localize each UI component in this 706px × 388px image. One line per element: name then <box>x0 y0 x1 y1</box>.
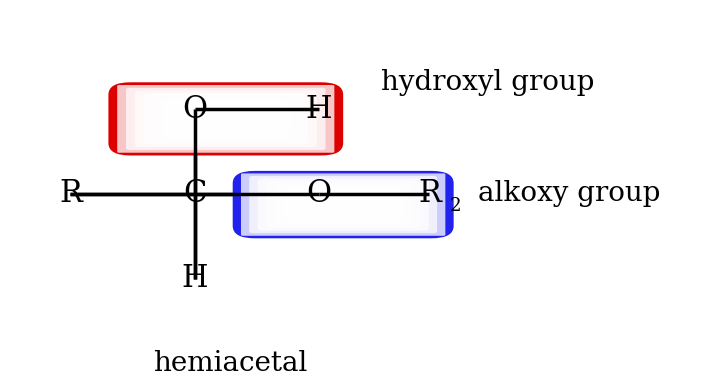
FancyBboxPatch shape <box>179 104 273 133</box>
FancyBboxPatch shape <box>249 176 437 233</box>
FancyBboxPatch shape <box>135 90 317 147</box>
FancyBboxPatch shape <box>299 191 388 218</box>
Text: O: O <box>306 178 332 210</box>
FancyBboxPatch shape <box>307 194 379 216</box>
Text: hydroxyl group: hydroxyl group <box>381 69 594 96</box>
FancyBboxPatch shape <box>109 82 343 156</box>
FancyBboxPatch shape <box>291 189 395 221</box>
FancyBboxPatch shape <box>274 184 412 226</box>
FancyBboxPatch shape <box>143 93 308 144</box>
FancyBboxPatch shape <box>205 113 246 125</box>
Text: R: R <box>418 178 441 210</box>
FancyBboxPatch shape <box>316 196 371 213</box>
FancyBboxPatch shape <box>282 186 404 223</box>
Text: H: H <box>306 94 333 125</box>
FancyBboxPatch shape <box>258 178 429 231</box>
FancyBboxPatch shape <box>324 199 362 211</box>
FancyBboxPatch shape <box>241 173 445 236</box>
Text: H: H <box>181 263 208 294</box>
FancyBboxPatch shape <box>152 96 299 142</box>
Text: 2: 2 <box>450 197 462 215</box>
FancyBboxPatch shape <box>117 85 335 153</box>
FancyBboxPatch shape <box>161 99 290 139</box>
Text: R: R <box>59 178 82 210</box>
Text: C: C <box>183 178 206 210</box>
FancyBboxPatch shape <box>126 88 325 150</box>
FancyBboxPatch shape <box>188 107 264 131</box>
Text: hemiacetal: hemiacetal <box>153 350 308 377</box>
Text: alkoxy group: alkoxy group <box>478 180 660 208</box>
FancyBboxPatch shape <box>170 102 282 136</box>
FancyBboxPatch shape <box>196 110 255 128</box>
Text: O: O <box>182 94 208 125</box>
FancyBboxPatch shape <box>266 181 421 228</box>
FancyBboxPatch shape <box>233 171 454 238</box>
